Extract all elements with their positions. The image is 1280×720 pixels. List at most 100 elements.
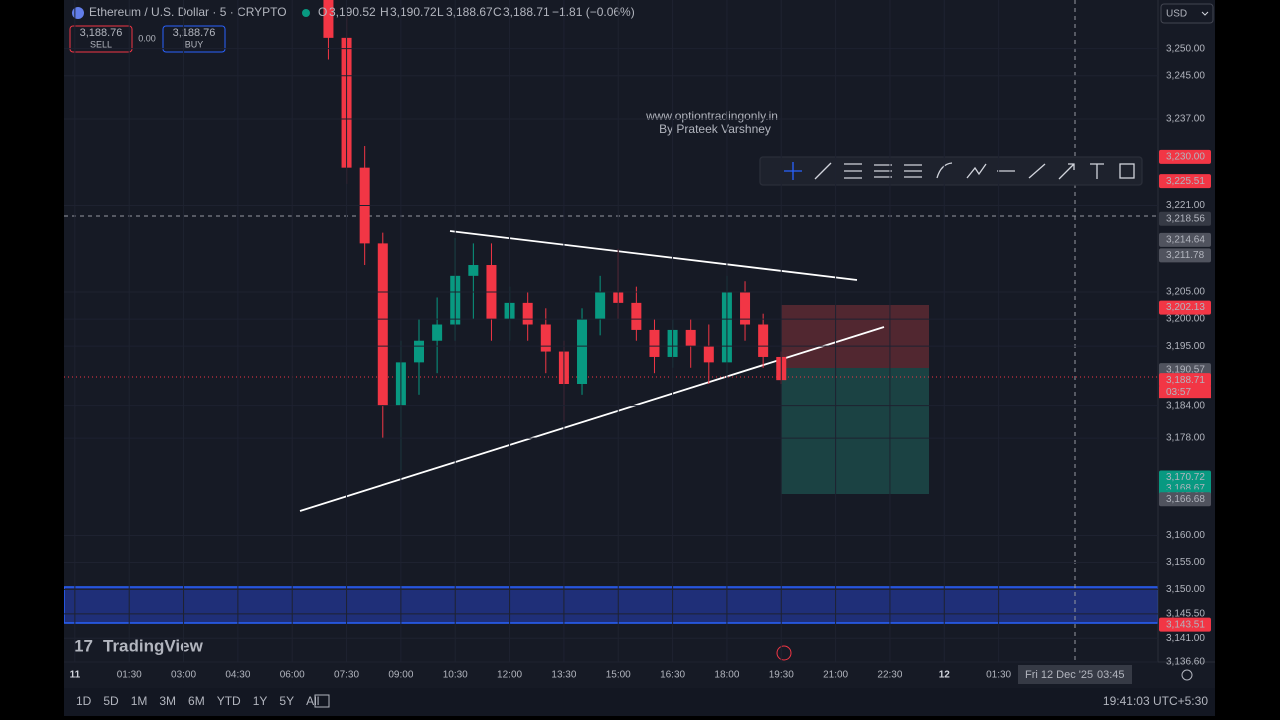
candle-body	[432, 324, 443, 341]
candle-body	[758, 324, 769, 357]
price-badge-label: 3,188.71	[1166, 375, 1205, 386]
y-tick-label: 3,200.00	[1166, 314, 1205, 325]
x-tick-label: 06:00	[280, 670, 305, 681]
crosshair-time-bg	[1018, 665, 1132, 684]
symbol-icon	[72, 7, 84, 19]
change: −1.81 (−0.06%)	[552, 5, 635, 19]
range-button[interactable]: 1Y	[253, 694, 268, 708]
h-label: H	[380, 5, 389, 19]
candle-body	[540, 324, 551, 352]
drawing-toolbar	[759, 156, 1143, 186]
range-button[interactable]: All	[306, 694, 319, 708]
x-tick-label: 12	[939, 670, 951, 681]
range-button[interactable]: 1M	[131, 694, 148, 708]
x-tick-label: 22:30	[877, 670, 902, 681]
y-tick-label: 3,221.00	[1166, 200, 1205, 211]
o-value: 3,190.52	[329, 5, 376, 19]
x-tick-label: 03:00	[171, 670, 196, 681]
candle-body	[631, 302, 642, 330]
x-tick-label: 13:30	[551, 670, 576, 681]
countdown-bg	[1159, 386, 1211, 399]
tool-pitchfork[interactable]	[874, 164, 892, 178]
tool-brush[interactable]	[966, 163, 987, 179]
l-value: 3,188.67	[446, 5, 493, 19]
range-button[interactable]: 3M	[159, 694, 176, 708]
y-tick-label: 3,136.60	[1166, 657, 1205, 668]
crosshair-time: 03:45	[1097, 669, 1125, 681]
range-button[interactable]: 6M	[188, 694, 205, 708]
price-badge	[1159, 300, 1211, 315]
price-badge-label: 3,218.56	[1166, 213, 1205, 224]
tool-rect[interactable]	[1119, 163, 1135, 179]
tool-arrow[interactable]	[1058, 163, 1075, 180]
date-range[interactable]	[314, 694, 330, 708]
y-tick-label: 3,155.00	[1166, 557, 1205, 568]
tool-cross[interactable]	[784, 162, 802, 180]
sell-label: SELL	[90, 39, 112, 49]
candle-body	[703, 346, 714, 363]
x-tick-label: 04:30	[225, 670, 250, 681]
drawings	[64, 0, 1158, 662]
price-badge	[1159, 617, 1211, 632]
x-tick-label: 09:00	[388, 670, 413, 681]
x-tick-label: 19:30	[769, 670, 794, 681]
y-tick-label: 3,237.00	[1166, 114, 1205, 125]
candle-body	[577, 319, 588, 385]
candle-body	[685, 329, 696, 347]
range-button[interactable]: YTD	[217, 694, 241, 708]
x-tick-label: 07:30	[334, 670, 359, 681]
y-tick-label: 3,245.00	[1166, 70, 1205, 81]
watermark-author: By Prateek Varshney	[659, 122, 771, 136]
range-button[interactable]: 5Y	[279, 694, 294, 708]
price-badge-label: 3,225.51	[1166, 176, 1205, 187]
target-zone	[781, 368, 929, 494]
y-tick-label: 3,178.00	[1166, 433, 1205, 444]
x-tick-label: 12:00	[497, 670, 522, 681]
h-value: 3,190.72	[390, 5, 437, 19]
tool-channel[interactable]	[844, 163, 862, 179]
price-badge	[1159, 470, 1211, 485]
tool-curve[interactable]	[936, 162, 953, 179]
range-buttons: 1D 5D 1M 3M 6M YTD 1Y 5Y All	[76, 694, 319, 708]
currency-select[interactable]	[1160, 3, 1214, 24]
price-badge-label: 3,230.00	[1166, 151, 1205, 162]
y-tick-label: 3,160.00	[1166, 530, 1205, 541]
sell-price: 3,188.76	[80, 27, 123, 39]
alert-icon[interactable]	[776, 645, 792, 661]
buy-label: BUY	[185, 39, 204, 49]
buy-price: 3,188.76	[173, 27, 216, 39]
price-badge	[1159, 232, 1211, 247]
symbol[interactable]: Ethereum / U.S. Dollar · 5 · CRYPTO	[89, 5, 287, 19]
tool-line[interactable]	[814, 162, 832, 180]
candle-body	[468, 265, 479, 276]
watermark-site: www.optiontradingonly.in	[645, 109, 778, 123]
price-badge-label: 3,168.67	[1166, 483, 1205, 494]
clock: 19:41:03 UTC+5:30	[1103, 694, 1208, 708]
sell-button[interactable]	[69, 25, 133, 53]
y-tick-label: 3,250.00	[1166, 43, 1205, 54]
caret	[1201, 11, 1209, 16]
price-badge	[1159, 492, 1211, 507]
x-tick-label: 01:30	[117, 670, 142, 681]
range-button[interactable]: 5D	[103, 694, 119, 708]
candle-body	[649, 329, 660, 357]
trendline	[449, 230, 858, 281]
x-tick-label: 01:30	[986, 670, 1011, 681]
y-tick-label: 3,195.00	[1166, 341, 1205, 352]
brand: TradingView	[103, 636, 204, 655]
candle-body	[595, 292, 606, 320]
tool-ray[interactable]	[1028, 163, 1046, 179]
y-tick-label: 3,184.00	[1166, 400, 1205, 411]
x-tick-label: 10:30	[443, 670, 468, 681]
settings[interactable]	[1181, 669, 1193, 681]
range-button[interactable]: 1D	[76, 694, 92, 708]
trendline	[299, 326, 885, 512]
tool-fib[interactable]	[904, 164, 922, 178]
x-tick-label: 11	[70, 670, 81, 681]
price-badge-label: 3,143.51	[1166, 619, 1205, 630]
tool-text[interactable]	[1090, 163, 1104, 179]
logo-mark: 17	[74, 636, 93, 655]
buy-button[interactable]	[162, 25, 226, 53]
l-label: L	[437, 5, 444, 19]
price-badge-label: 3,166.68	[1166, 494, 1205, 505]
